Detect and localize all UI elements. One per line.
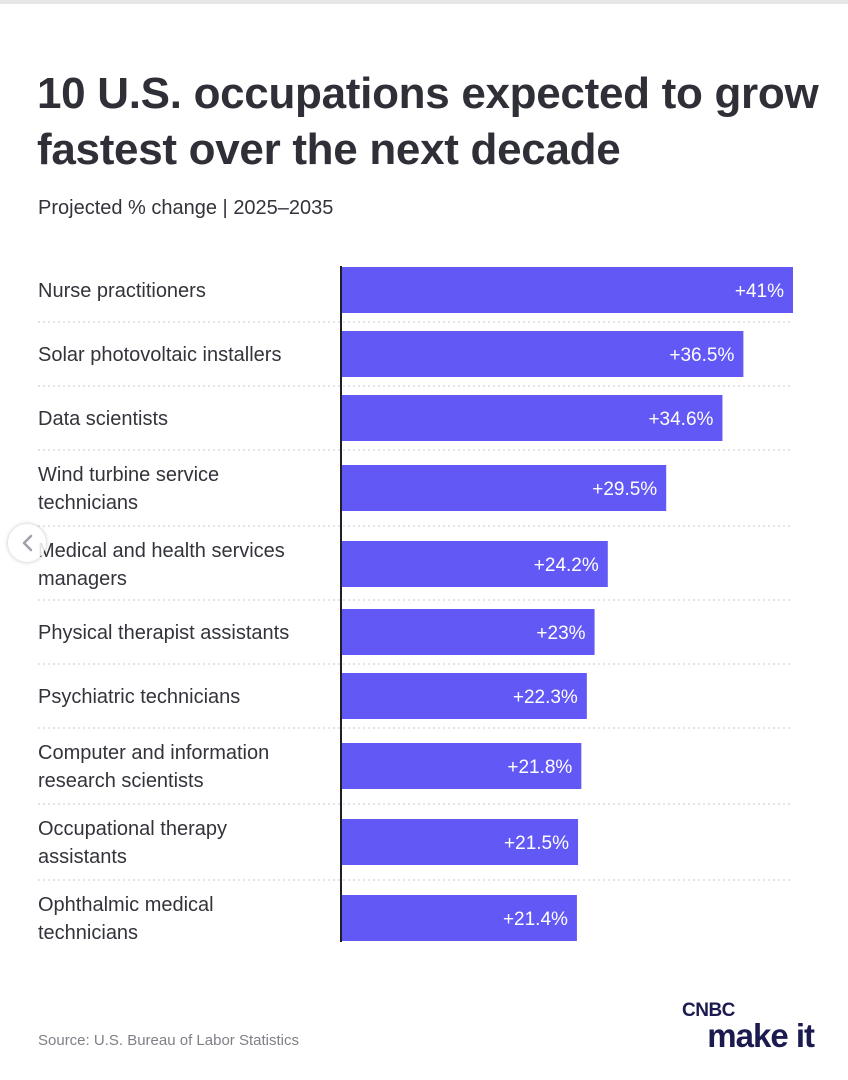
category-label: Occupational therapy assistants: [38, 818, 227, 868]
bar-value-label: +36.5%: [669, 345, 734, 366]
bar: [341, 541, 608, 587]
logo-make-it-text: make it: [707, 1017, 815, 1054]
top-border: [0, 0, 848, 4]
category-label: Physical therapist assistants: [38, 622, 289, 644]
category-label: Computer and information research scienti…: [38, 742, 269, 792]
bar: [341, 465, 667, 511]
cnbc-make-it-logo: CNBC make it: [674, 1000, 815, 1054]
bar: [341, 267, 793, 313]
bar-value-label: +22.3%: [513, 687, 578, 708]
bar-value-label: +29.5%: [592, 479, 657, 500]
bar-value-label: +21.4%: [503, 909, 568, 930]
source-note: Source: U.S. Bureau of Labor Statistics: [38, 1032, 299, 1049]
chart-title: 10 U.S. occupations expected to grow fas…: [37, 69, 819, 174]
bar-value-label: +21.8%: [507, 757, 572, 778]
category-label: Data scientists: [38, 408, 168, 430]
category-label: Psychiatric technicians: [38, 686, 240, 708]
chart-subtitle: Projected % change | 2025–2035: [38, 197, 334, 219]
bar: [341, 819, 579, 865]
chevron-left-icon: [22, 534, 33, 552]
logo-cnbc-text: CNBC: [682, 1000, 735, 1021]
bar: [341, 331, 744, 377]
bar-value-label: +34.6%: [648, 409, 713, 430]
bar: [341, 395, 723, 441]
previous-slide-button[interactable]: [8, 524, 46, 562]
category-label: Medical and health services managers: [38, 540, 285, 590]
bar-chart: +41% Nurse practitioners +36.5% Solar photo…: [38, 266, 793, 944]
bar-value-label: +24.2%: [534, 555, 599, 576]
bar-value-label: +23%: [536, 623, 585, 644]
category-label: Ophthalmic medical technicians: [38, 894, 214, 944]
bar: [341, 895, 577, 941]
category-label: Solar photovoltaic installers: [38, 344, 281, 366]
category-label: Nurse practitioners: [38, 280, 206, 302]
category-label: Wind turbine service technicians: [38, 464, 219, 514]
bar-value-label: +41%: [735, 281, 784, 302]
bar: [341, 609, 595, 655]
bar: [341, 743, 582, 789]
bar: [341, 673, 587, 719]
bar-value-label: +21.5%: [504, 833, 569, 854]
